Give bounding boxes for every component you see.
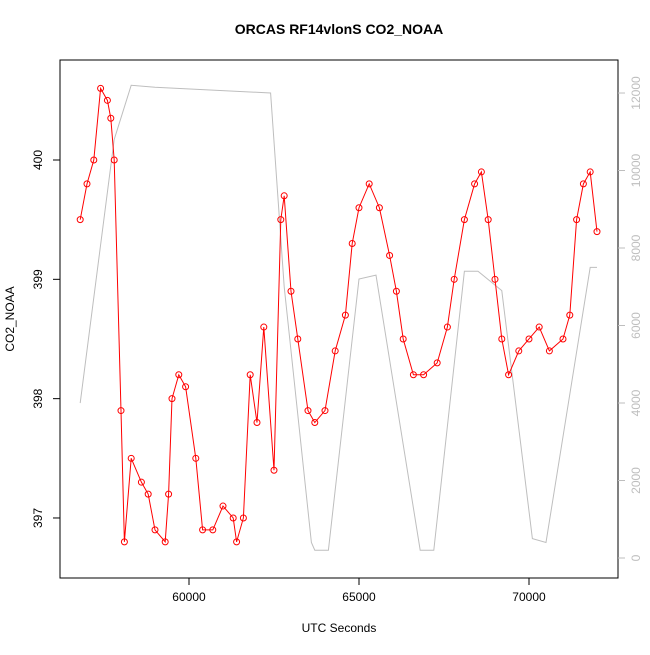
y2-tick-label: 8000 xyxy=(629,234,643,261)
y2-tick-label: 4000 xyxy=(629,389,643,416)
y2-tick-label: 10000 xyxy=(629,154,643,188)
data-point xyxy=(192,454,200,462)
x-tick-label: 70000 xyxy=(512,590,546,604)
data-point xyxy=(277,216,285,224)
data-point xyxy=(209,526,217,534)
data-point xyxy=(90,156,98,164)
data-point xyxy=(253,419,261,427)
data-point xyxy=(498,335,506,343)
data-point xyxy=(484,216,492,224)
data-point xyxy=(233,538,241,546)
data-point xyxy=(287,287,295,295)
chart-title: ORCAS RF14vlonS CO2_NOAA xyxy=(235,21,443,37)
data-point xyxy=(294,335,302,343)
data-point xyxy=(182,383,190,391)
data-point xyxy=(321,407,329,415)
data-point xyxy=(110,156,118,164)
data-point xyxy=(559,335,567,343)
data-point xyxy=(161,538,169,546)
data-point xyxy=(450,275,458,283)
data-point xyxy=(239,514,247,522)
data-point xyxy=(270,466,278,474)
data-point xyxy=(392,287,400,295)
data-point xyxy=(386,251,394,259)
plot-frame xyxy=(59,59,619,579)
data-point xyxy=(460,216,468,224)
data-point xyxy=(151,526,159,534)
data-point xyxy=(311,419,319,427)
data-point xyxy=(477,168,485,176)
data-point xyxy=(365,180,373,188)
data-point xyxy=(219,502,227,510)
data-point xyxy=(199,526,207,534)
data-point xyxy=(545,347,553,355)
altitude-line xyxy=(79,84,597,551)
data-point xyxy=(443,323,451,331)
y2-tick-label: 6000 xyxy=(629,312,643,339)
x-axis-label: UTC Seconds xyxy=(302,621,377,635)
data-point xyxy=(127,454,135,462)
x-tick-label: 60000 xyxy=(172,590,206,604)
data-line xyxy=(79,86,598,544)
data-point xyxy=(420,371,428,379)
y-tick-label: 399 xyxy=(31,269,45,289)
data-point xyxy=(471,180,479,188)
data-point xyxy=(491,275,499,283)
data-point xyxy=(246,371,254,379)
data-point xyxy=(535,323,543,331)
data-point xyxy=(566,311,574,319)
x-tick-label: 65000 xyxy=(342,590,376,604)
data-point xyxy=(341,311,349,319)
data-point xyxy=(348,240,356,248)
data-point xyxy=(107,114,115,122)
data-point xyxy=(593,228,601,236)
data-point xyxy=(586,168,594,176)
data-point xyxy=(168,395,176,403)
data-point xyxy=(525,335,533,343)
data-point xyxy=(409,371,417,379)
data-point xyxy=(83,180,91,188)
y-tick-label: 398 xyxy=(31,388,45,408)
data-point xyxy=(433,359,441,367)
data-point xyxy=(515,347,523,355)
data-point xyxy=(280,192,288,200)
y2-tick-label: 2000 xyxy=(629,467,643,494)
data-point xyxy=(375,204,383,212)
data-point xyxy=(505,371,513,379)
data-point xyxy=(399,335,407,343)
data-point xyxy=(137,478,145,486)
y-tick-label: 397 xyxy=(31,508,45,528)
data-point xyxy=(76,216,84,224)
data-point xyxy=(355,204,363,212)
data-point xyxy=(165,490,173,498)
data-point xyxy=(573,216,581,224)
data-point xyxy=(579,180,587,188)
data-point xyxy=(331,347,339,355)
data-point xyxy=(120,538,128,546)
data-point xyxy=(117,407,125,415)
y-tick-label: 400 xyxy=(31,150,45,170)
data-point xyxy=(229,514,237,522)
data-point xyxy=(260,323,268,331)
y2-tick-label: 12000 xyxy=(629,76,643,110)
data-point xyxy=(144,490,152,498)
data-point xyxy=(97,84,105,92)
y-axis-label: CO2_NOAA xyxy=(3,286,17,351)
data-point xyxy=(304,407,312,415)
data-point xyxy=(103,96,111,104)
y2-tick-label: 0 xyxy=(629,554,643,561)
data-point xyxy=(175,371,183,379)
